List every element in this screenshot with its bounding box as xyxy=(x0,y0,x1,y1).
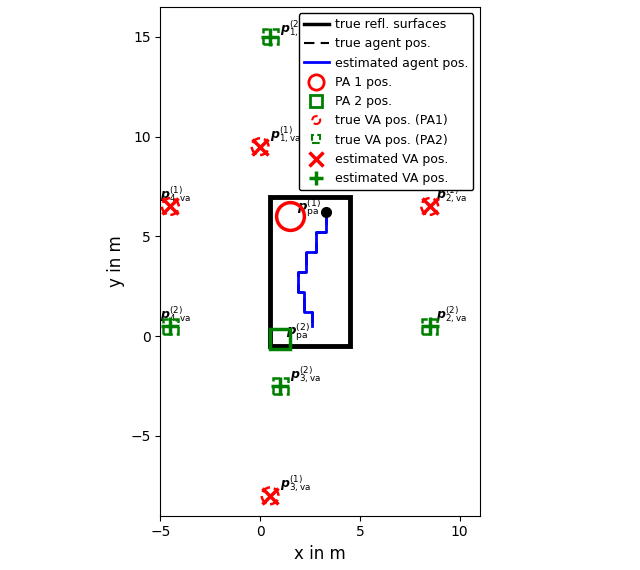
Bar xyxy=(270,197,350,346)
Legend: true refl. surfaces, true agent pos., estimated agent pos., PA 1 pos., PA 2 pos.: true refl. surfaces, true agent pos., es… xyxy=(299,13,474,190)
Text: $\boldsymbol{p}_{2,\mathrm{va}}^{(2)}$: $\boldsymbol{p}_{2,\mathrm{va}}^{(2)}$ xyxy=(436,304,467,325)
Text: $\boldsymbol{p}_{1,\mathrm{va}}^{(1)}$: $\boldsymbol{p}_{1,\mathrm{va}}^{(1)}$ xyxy=(270,124,301,145)
X-axis label: x in m: x in m xyxy=(294,545,346,563)
Text: $\boldsymbol{p}_{4,\mathrm{va}}^{(2)}$: $\boldsymbol{p}_{4,\mathrm{va}}^{(2)}$ xyxy=(161,304,191,325)
Text: $\boldsymbol{p}_{\mathrm{pa}}^{(2)}$: $\boldsymbol{p}_{\mathrm{pa}}^{(2)}$ xyxy=(286,321,310,343)
Text: $\boldsymbol{p}_{4,\mathrm{va}}^{(1)}$: $\boldsymbol{p}_{4,\mathrm{va}}^{(1)}$ xyxy=(161,184,191,205)
Text: $\boldsymbol{p}_{3,\mathrm{va}}^{(2)}$: $\boldsymbol{p}_{3,\mathrm{va}}^{(2)}$ xyxy=(290,364,321,385)
Text: $\boldsymbol{p}_{3,\mathrm{va}}^{(1)}$: $\boldsymbol{p}_{3,\mathrm{va}}^{(1)}$ xyxy=(280,474,311,494)
Text: $\boldsymbol{p}_{1,\mathrm{va}}^{(2)}$: $\boldsymbol{p}_{1,\mathrm{va}}^{(2)}$ xyxy=(280,18,311,39)
Y-axis label: y in m: y in m xyxy=(107,235,125,287)
Text: $\boldsymbol{p}_{\mathrm{pa}}^{(1)}$: $\boldsymbol{p}_{\mathrm{pa}}^{(1)}$ xyxy=(297,198,321,219)
Text: $\boldsymbol{p}_{2,\mathrm{va}}^{(1)}$: $\boldsymbol{p}_{2,\mathrm{va}}^{(1)}$ xyxy=(436,184,467,205)
